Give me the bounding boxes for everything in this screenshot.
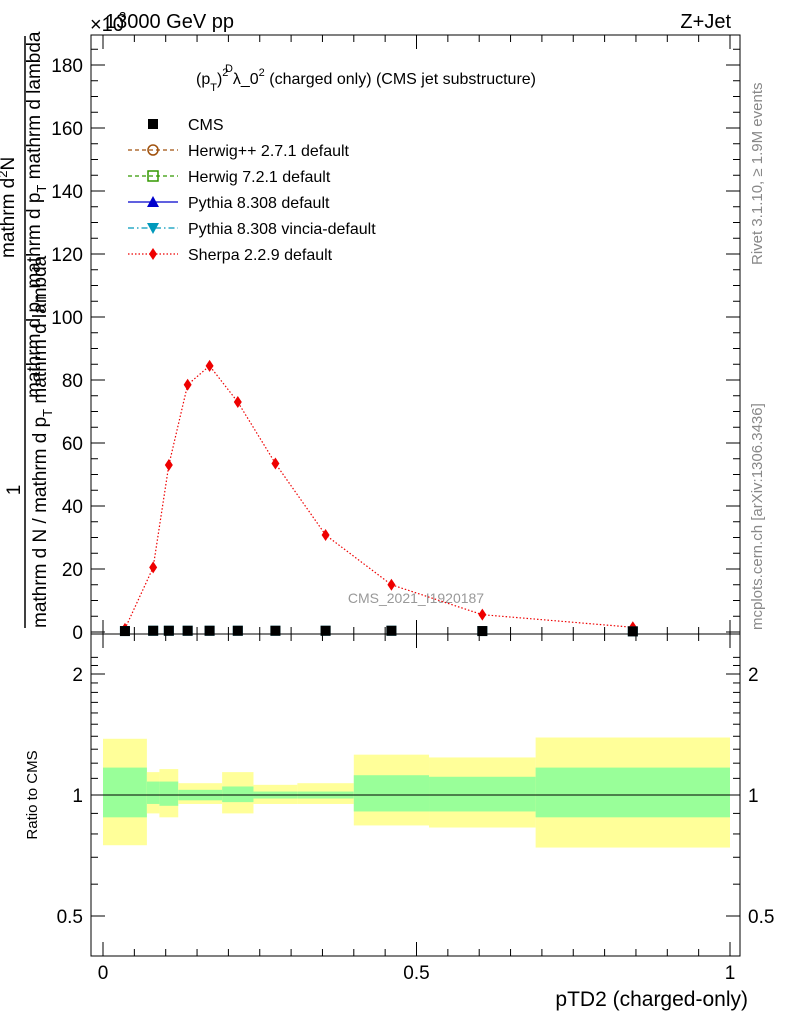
sherpa-point [149, 561, 158, 574]
sherpa-point [387, 578, 396, 591]
mcplots-label: mcplots.cern.ch [arXiv:1306.3436] [749, 403, 766, 630]
main-y-tick-label: 40 [62, 497, 83, 518]
legend: CMS Herwig++ 2.7.1 default Herwig 7.2.1 de… [128, 117, 376, 264]
sherpa-point [205, 359, 214, 372]
sherpa-line [124, 364, 633, 630]
rivet-label: Rivet 3.1.10, ≥ 1.9M events [749, 83, 766, 266]
cms-point [204, 625, 215, 636]
x-tick-label: 1 [725, 963, 736, 984]
main-y-tick-label: 80 [62, 371, 83, 392]
main-y-tick-label: 180 [51, 56, 83, 77]
legend-marker [149, 248, 157, 260]
cms-point [163, 625, 174, 636]
header-exponent: ×10 [90, 14, 124, 36]
ratio-x-ticks: 0 0.5 1 [98, 634, 736, 984]
ratio-band-inner [159, 781, 179, 806]
cms-point [386, 625, 397, 636]
x-tick-label: 0 [98, 963, 109, 984]
legend-label: Herwig 7.2.1 default [188, 169, 331, 186]
main-y-ticks: 0 20 40 60 80 100 120 140 160 180 [51, 48, 740, 644]
legend-label: CMS [188, 117, 224, 134]
ratio-band-inner [353, 775, 430, 812]
header-exponent-power: 3 [119, 9, 126, 24]
ylabel-top-line2: mathrm d pT mathrm d pT mathrm d lambda [24, 31, 49, 398]
main-y-tick-label: 20 [62, 560, 83, 581]
x-tick-label: 0.5 [403, 963, 429, 984]
sherpa-point [164, 459, 173, 472]
cms-point [119, 626, 130, 637]
x-axis-label: pTD2 (charged-only) [555, 988, 748, 1011]
series-layer [119, 359, 638, 637]
legend-marker [147, 170, 159, 182]
cms-point [148, 625, 159, 636]
cms-point [270, 625, 281, 636]
ylabel-denominator: mathrm d N / mathrm d pT mathrm d lambda [30, 255, 55, 628]
ratio-ylabel: Ratio to CMS [24, 750, 41, 839]
ratio-bands [103, 737, 730, 848]
sherpa-point [233, 396, 242, 409]
cms-point [477, 626, 488, 637]
cms-point [320, 625, 331, 636]
main-ylabel: 1 mathrm d N / mathrm d pT mathrm d lamb… [0, 31, 55, 628]
legend-label: Sherpa 2.2.9 default [188, 247, 333, 264]
main-title: (pT)2 λ_02 (charged only) (CMS jet subst… [196, 67, 536, 94]
ylabel-top-line1: mathrm d2N [0, 157, 19, 258]
legend-marker [147, 144, 159, 156]
cms-point [182, 625, 193, 636]
ratio-band-inner [103, 767, 147, 818]
main-y-tick-label: 120 [51, 245, 83, 266]
ratio-y-tick-label: 0.5 [57, 907, 83, 928]
watermark: CMS_2021_I1920187 [348, 590, 484, 606]
ratio-band-inner [429, 776, 536, 812]
ratio-y-tick-label-right: 0.5 [748, 907, 774, 928]
header-left: 13000 GeV pp [105, 11, 234, 33]
cms-point [232, 625, 243, 636]
ratio-y-tick-label: 2 [72, 665, 83, 686]
sherpa-point [478, 608, 487, 621]
ratio-band-inner [222, 786, 254, 803]
header-right: Z+Jet [680, 11, 731, 33]
legend-marker [147, 223, 159, 234]
sherpa-point [183, 378, 192, 391]
ylabel-numerator: 1 [4, 485, 25, 496]
ratio-band-inner [146, 781, 160, 804]
sherpa-point [321, 528, 330, 541]
main-y-tick-label: 160 [51, 119, 83, 140]
ratio-y-ticks: 0.5 0.5 1 1 2 2 [57, 656, 774, 928]
ratio-y-tick-label-right: 1 [748, 786, 759, 807]
ratio-y-tick-label: 1 [72, 786, 83, 807]
ratio-band-inner [535, 767, 730, 818]
legend-marker [148, 119, 158, 129]
legend-marker [147, 196, 159, 207]
legend-label: Pythia 8.308 default [188, 195, 330, 212]
main-title-sup-D: D [225, 63, 233, 75]
ratio-y-tick-label-right: 2 [748, 665, 759, 686]
main-y-tick-label: 100 [51, 308, 83, 329]
main-y-tick-label: 60 [62, 434, 83, 455]
cms-point [627, 626, 638, 637]
legend-label: Pythia 8.308 vincia-default [188, 221, 376, 238]
legend-label: Herwig++ 2.7.1 default [188, 143, 350, 160]
sherpa-point [271, 457, 280, 470]
main-y-tick-label: 140 [51, 182, 83, 203]
main-y-tick-label: 0 [72, 623, 83, 644]
